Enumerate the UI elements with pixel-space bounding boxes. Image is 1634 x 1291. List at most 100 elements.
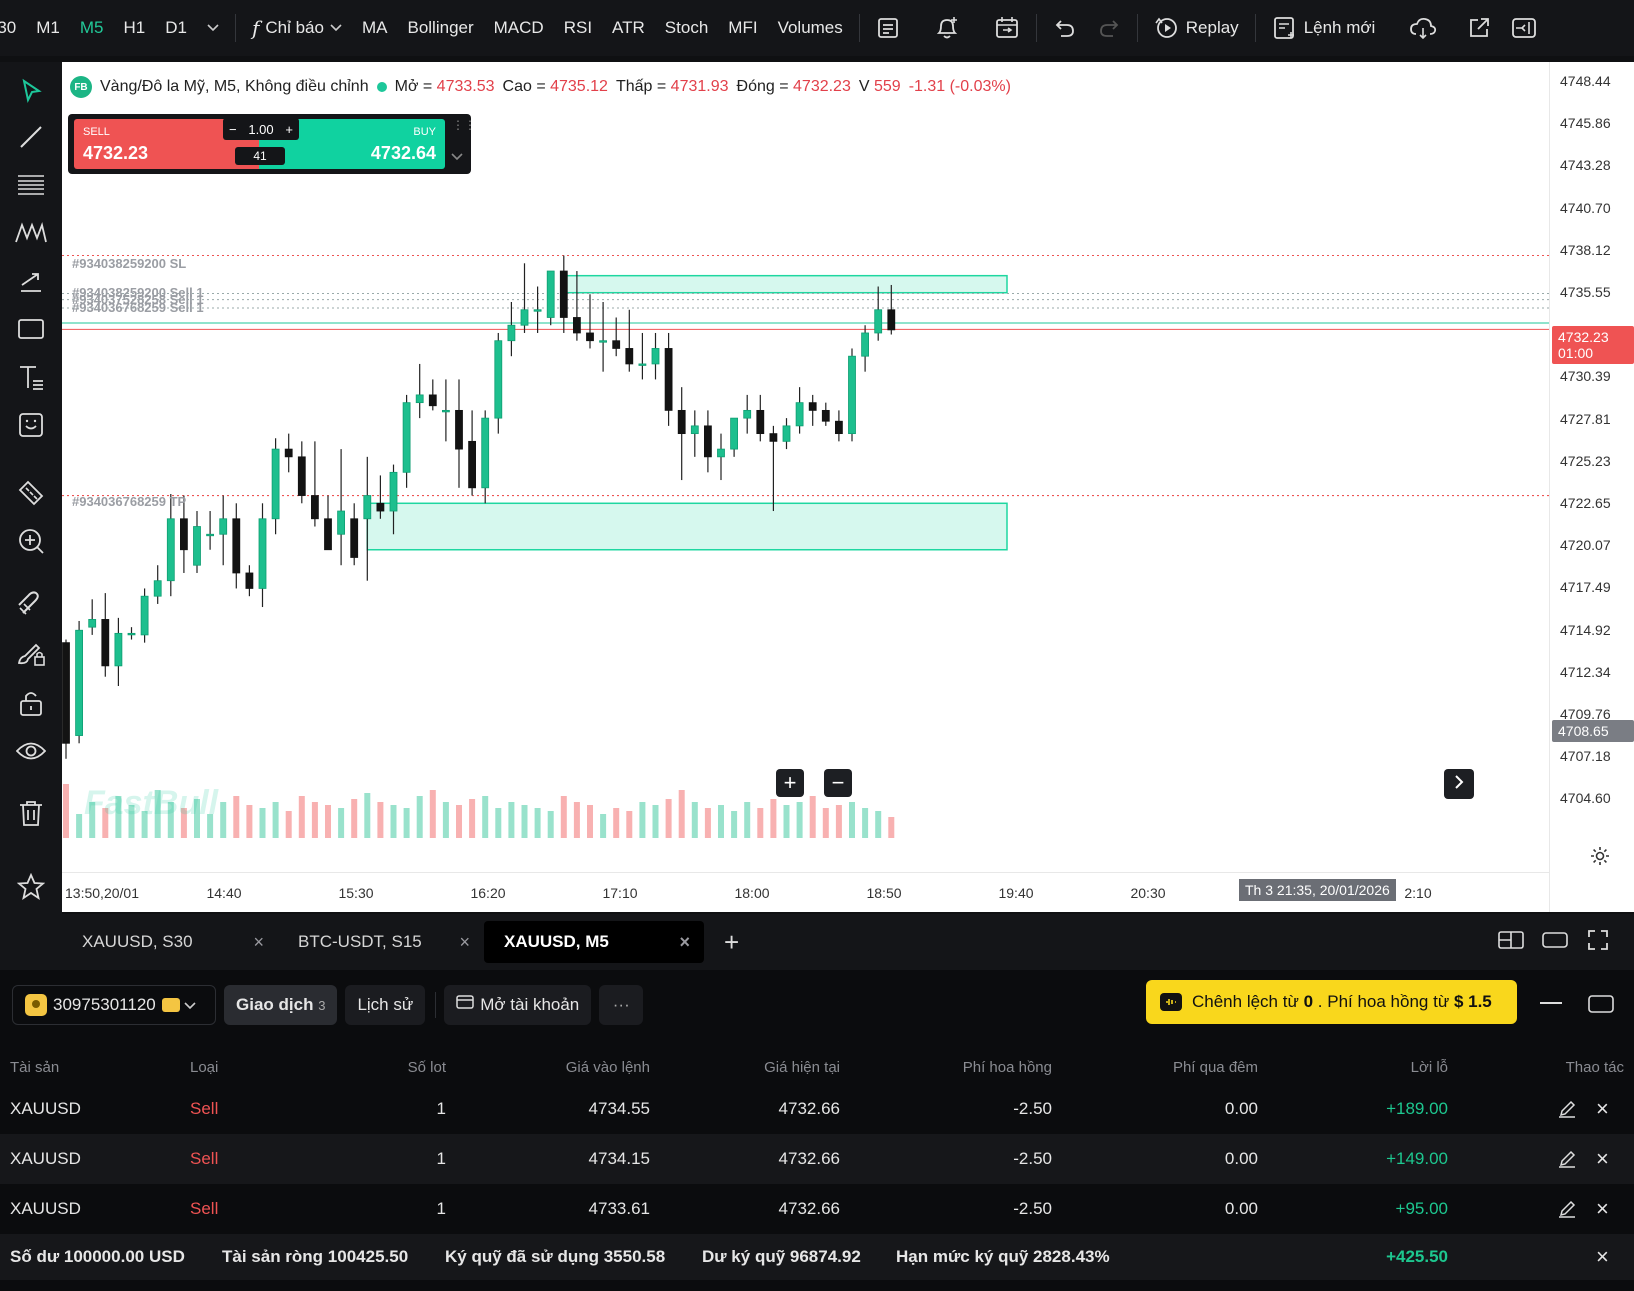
text-tool[interactable] [12,360,50,398]
tab-btc-usdt-s15[interactable]: BTC-USDT, S15 × [278,921,484,963]
volume-bar [429,790,436,838]
indicator-ma[interactable]: MA [361,18,388,37]
window-button[interactable] [1542,930,1568,955]
add-tab-button[interactable]: + [724,927,739,958]
chevron-down-icon[interactable] [451,148,463,166]
indicator-bollinger[interactable]: Bollinger [407,18,474,37]
volume-bar [285,811,292,838]
edit-icon[interactable] [1558,1134,1576,1184]
unlock-tool[interactable] [12,686,50,724]
tab-history[interactable]: Lịch sử [345,985,426,1025]
popout-button[interactable] [1457,0,1501,56]
edit-icon[interactable] [1558,1184,1576,1234]
sell-label: SELL [83,126,110,138]
order-sell-label[interactable]: #934036768259 Sell 1 [72,300,204,315]
alert-button[interactable] [924,0,970,56]
close-all-icon[interactable]: × [1596,1244,1609,1269]
redo-button[interactable] [1087,0,1131,56]
replay-button[interactable]: Replay [1144,0,1249,56]
more-button[interactable]: ··· [599,985,644,1025]
timeframe-d1[interactable]: D1 [165,18,187,37]
ohlc-low: Thấp = 4731.93 [615,78,729,95]
price-axis[interactable]: 4704.60 4707.18 4709.76 4712.34 4714.92 4717.… [1549,62,1634,912]
timeframe-m5[interactable]: M5 [79,18,104,37]
zoom-tool[interactable] [12,524,50,562]
table-row[interactable]: XAUUSD Sell 1 4734.15 4732.66 -2.50 0.00 +149.0… [0,1134,1634,1184]
bearish-candle [350,518,359,558]
emoji-tool[interactable] [12,408,50,446]
close-position-icon[interactable]: × [1596,1196,1609,1221]
indicator-stoch[interactable]: Stoch [664,18,709,37]
indicator-rsi[interactable]: RSI [563,18,593,37]
timeframe-dropdown[interactable] [197,0,229,56]
delete-drawings-tool[interactable] [12,796,50,834]
price-change: -1.31 (-0.03%) [908,78,1011,95]
timeframe-h1[interactable]: H1 [123,18,146,37]
cursor-tool[interactable] [12,74,50,112]
zoom-out-button[interactable]: − [824,769,852,797]
cloud-sync-button[interactable] [1399,0,1447,56]
timeframe-s30[interactable]: S30 [0,18,17,37]
templates-button[interactable] [866,0,910,56]
close-position-icon[interactable]: × [1596,1146,1609,1171]
drag-handle-icon[interactable]: ⋮⋮ [452,118,476,132]
settings-icon[interactable] [1590,846,1610,871]
rectangle-tool[interactable] [12,312,50,350]
indicators-button[interactable]: f Chỉ báo [242,0,352,56]
indicator-macd[interactable]: MACD [493,18,544,37]
fib-tool[interactable] [12,168,50,206]
chart-area[interactable]: FB Vàng/Đô la Mỹ, M5, Không điều chỉnh M… [62,62,1634,912]
order-sell-label[interactable]: #934037528258 Sell 1 [72,292,204,307]
calendar-button[interactable] [984,0,1030,56]
minus-icon[interactable]: − [229,121,237,137]
trash-icon [18,799,44,832]
order-tp-label[interactable]: #934036768259 TP [72,494,187,509]
bullish-candle [795,402,804,427]
minimize-icon[interactable] [1540,1002,1562,1004]
scroll-to-latest-button[interactable] [1444,769,1474,799]
close-icon[interactable]: × [679,931,690,952]
bullish-candle [717,448,725,458]
table-row[interactable]: XAUUSD Sell 1 4734.55 4732.66 -2.50 0.00 +189.0… [0,1084,1634,1134]
indicator-atr[interactable]: ATR [612,18,645,37]
plus-icon[interactable]: + [285,121,293,137]
bullish-candle [441,409,450,413]
edit-icon[interactable] [1558,1084,1576,1134]
open-account-label: Mở tài khoản [480,995,580,1014]
open-account-button[interactable]: Mở tài khoản [444,985,592,1025]
order-sell-label[interactable]: #934038259200 Sell 1 [72,285,204,300]
forecast-tool[interactable] [12,264,50,302]
maximize-icon[interactable] [1588,994,1614,1019]
magnet-tool[interactable] [12,588,50,626]
price-plot[interactable] [62,62,1549,872]
fullscreen-button[interactable] [1588,930,1608,955]
undo-button[interactable] [1043,0,1087,56]
layout-button[interactable] [1498,930,1524,955]
visibility-tool[interactable] [12,734,50,772]
zoom-in-button[interactable]: + [776,769,804,797]
close-icon[interactable]: × [459,931,470,952]
trend-line-tool[interactable] [12,120,50,158]
order-sl-label[interactable]: #934038259200 SL [72,256,187,271]
tab-xauusd-m5[interactable]: XAUUSD, M5 × [484,921,704,963]
time-axis[interactable]: 2:10 20:30 19:40 18:50 18:00 17:10 16:20 15:30 1… [62,872,1549,912]
new-order-button[interactable]: Lệnh mới [1262,0,1386,56]
bearish-candle [62,642,70,744]
collapse-panel-button[interactable] [1501,0,1547,56]
tab-xauusd-s30[interactable]: XAUUSD, S30 × [62,921,278,963]
bullish-candle [166,518,175,582]
pattern-tool[interactable] [12,216,50,254]
indicator-volumes[interactable]: Volumes [777,18,843,37]
tab-trades[interactable]: Giao dịch 3 [224,985,338,1025]
close-position-icon[interactable]: × [1596,1096,1609,1121]
indicator-mfi[interactable]: MFI [728,18,758,37]
promo-banner[interactable]: Chênh lệch từ 0 . Phí hoa hồng từ $ 1.5 [1146,980,1517,1024]
table-row[interactable]: XAUUSD Sell 1 4733.61 4732.66 -2.50 0.00 +95.00… [0,1184,1634,1234]
lock-drawing-tool[interactable] [12,636,50,674]
timeframe-m1[interactable]: M1 [36,18,60,37]
ruler-tool[interactable] [12,476,50,514]
favorites-tool[interactable] [12,870,50,908]
lot-stepper[interactable]: − 1.00 + [223,118,299,140]
account-selector[interactable]: 30975301120 [12,985,216,1025]
close-icon[interactable]: × [253,931,264,952]
